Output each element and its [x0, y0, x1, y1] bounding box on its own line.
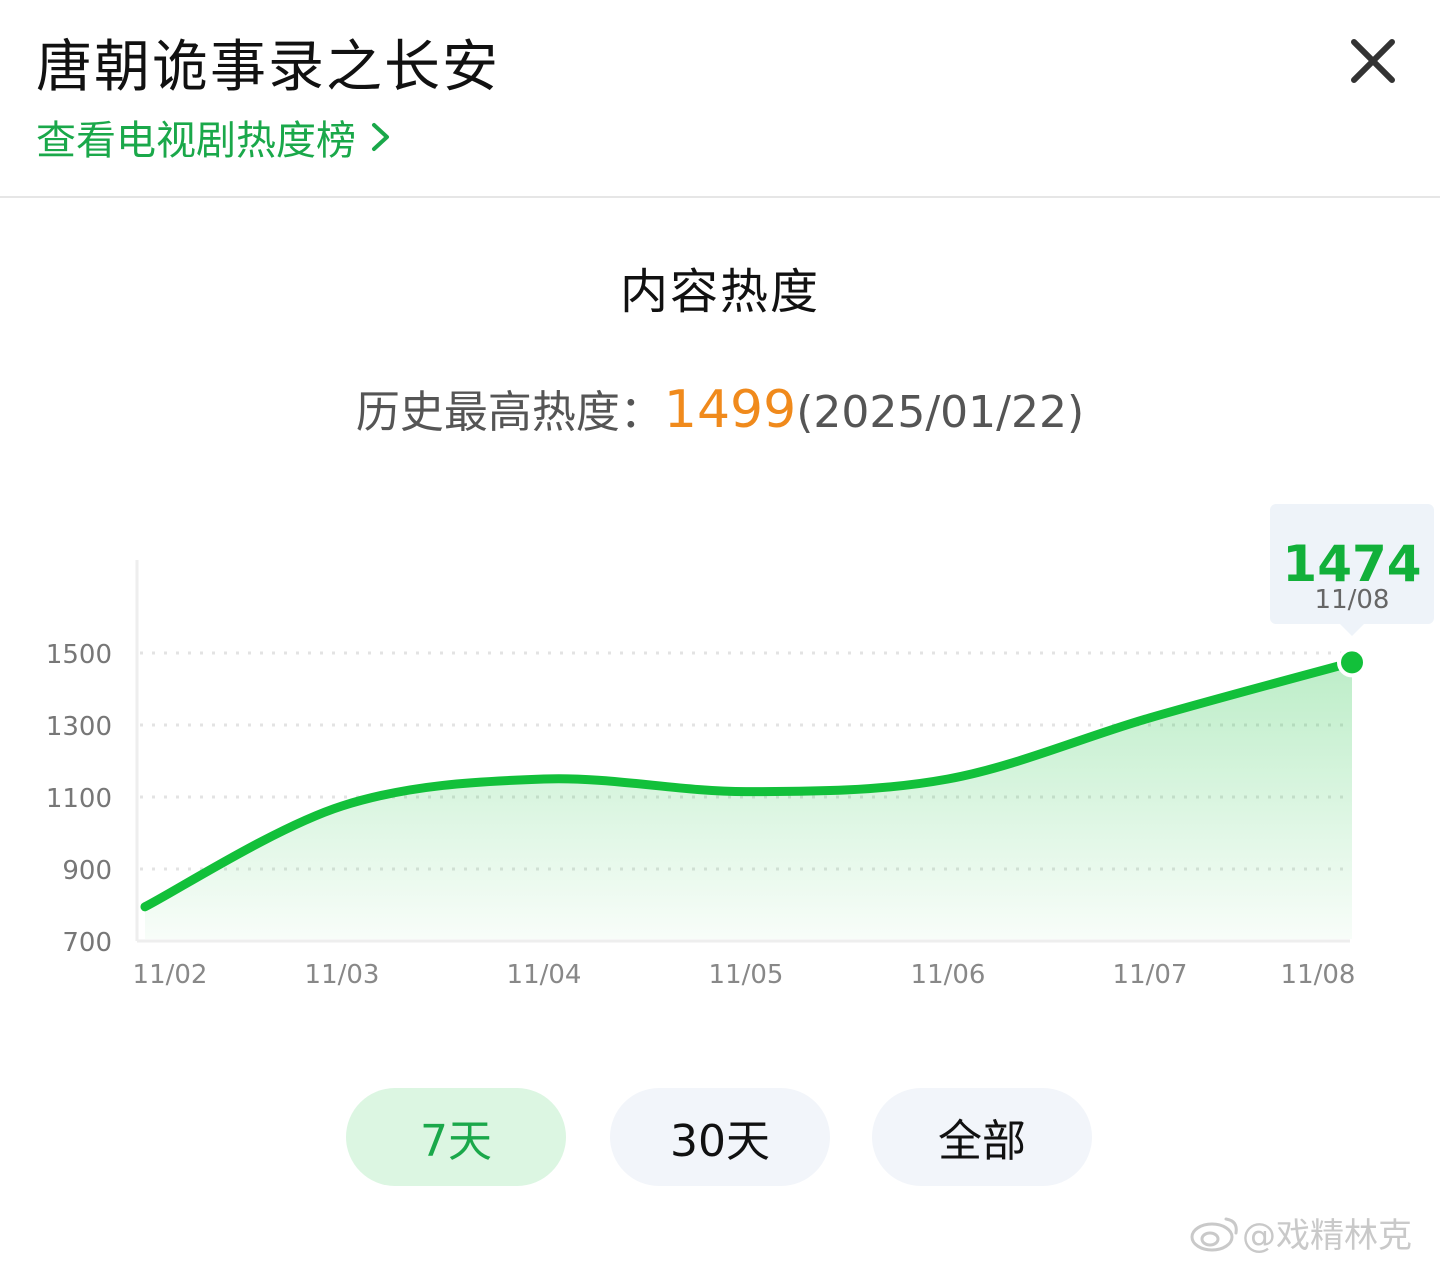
data-point	[947, 778, 949, 780]
close-icon[interactable]	[1346, 34, 1400, 88]
tv-ranking-link[interactable]: 查看电视剧热度榜	[36, 108, 392, 166]
chevron-right-icon	[372, 123, 389, 151]
tab-7-days[interactable]: 7天	[346, 1088, 566, 1186]
tab-30-days[interactable]: 30天	[610, 1088, 830, 1186]
series-area	[145, 662, 1352, 939]
y-tick-label: 900	[62, 856, 112, 886]
weibo-logo-icon	[1190, 1217, 1238, 1251]
y-tick-label: 1500	[46, 640, 112, 670]
highlighted-data-point	[1337, 647, 1367, 678]
x-tick-label: 11/06	[911, 960, 986, 990]
watermark-text: @戏精林克	[1242, 1216, 1412, 1256]
x-tick-label: 11/05	[709, 960, 784, 990]
history-peak-label: 历史最高热度：	[355, 387, 664, 438]
tooltip-box	[1270, 504, 1434, 624]
watermark: @戏精林克	[1188, 1208, 1412, 1257]
range-tabs: 7天 30天 全部	[0, 1088, 1440, 1188]
x-tick-label: 11/07	[1113, 960, 1188, 990]
x-tick-label: 11/08	[1281, 960, 1356, 990]
section-title: 内容热度	[619, 264, 820, 320]
heat-chart: 1500 1300 1100 900 700 11/02 11/03 11/04 11/05 1…	[46, 504, 1434, 990]
tooltip-date: 11/08	[1315, 585, 1390, 615]
history-peak-date: (2025/01/22)	[796, 387, 1085, 438]
data-point	[144, 906, 146, 908]
tooltip-pointer	[1340, 624, 1364, 636]
y-tick-label: 1300	[46, 712, 112, 742]
x-tick-label: 11/02	[133, 960, 208, 990]
tv-ranking-link-label: 查看电视剧热度榜	[36, 118, 356, 164]
history-peak: 历史最高热度：1499(2025/01/22)	[0, 376, 1440, 440]
header: 唐朝诡事录之长安 查看电视剧热度榜	[0, 0, 1440, 198]
tab-all[interactable]: 全部	[872, 1088, 1092, 1186]
data-point	[341, 805, 343, 807]
x-tick-label: 11/03	[305, 960, 380, 990]
data-point	[543, 778, 545, 780]
x-tick-label: 11/04	[507, 960, 582, 990]
y-tick-label: 1100	[46, 784, 112, 814]
page-title: 唐朝诡事录之长安	[36, 35, 500, 100]
data-point	[745, 791, 747, 793]
y-tick-label: 700	[62, 928, 112, 958]
history-peak-value: 1499	[663, 380, 797, 440]
data-point	[1149, 717, 1151, 719]
tooltip-value: 1474	[1282, 535, 1421, 593]
